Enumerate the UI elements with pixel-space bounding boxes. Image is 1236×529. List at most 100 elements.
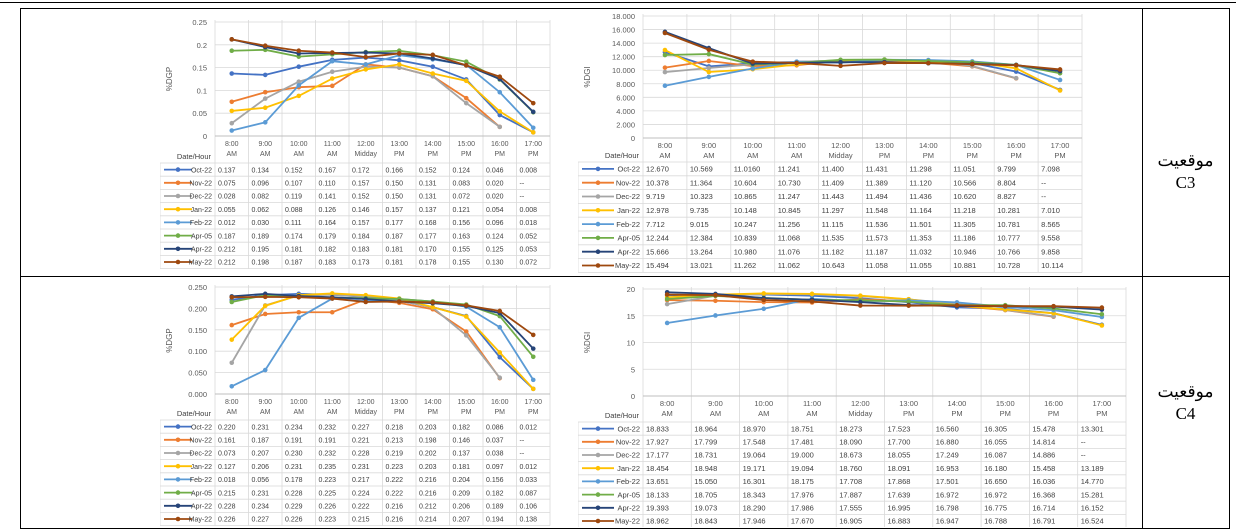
series-line: [231, 298, 501, 379]
table-cell: 0.221: [352, 438, 370, 445]
x-tick-label: PM: [967, 151, 978, 160]
data-point: [229, 337, 235, 342]
series-line: [231, 38, 534, 104]
data-point: [229, 322, 235, 328]
x-tick-label: 10:00: [754, 399, 773, 408]
table-cell: 11.262: [734, 261, 756, 270]
table-cell: 11.548: [866, 206, 888, 215]
legend-marker: [595, 194, 601, 199]
data-point: [662, 30, 668, 36]
table-cell: 10.730: [778, 178, 801, 187]
table-cell: 0.228: [285, 490, 303, 497]
table-cell: 0.206: [252, 464, 270, 471]
legend-marker: [175, 206, 181, 212]
data-point: [463, 314, 469, 319]
table-cell: 18.673: [839, 451, 862, 460]
table-cell: 0.222: [386, 477, 404, 484]
table-cell: 17.887: [839, 490, 862, 499]
y-tick-label: 0: [631, 392, 635, 401]
data-point: [497, 308, 503, 314]
data-point: [530, 100, 536, 106]
table-cell: 0.033: [520, 477, 538, 484]
table-cell: 0.182: [486, 490, 504, 497]
x-tick-label: AM: [227, 409, 238, 416]
x-tick-label: 13:00: [875, 141, 894, 150]
x-tick-label: AM: [703, 151, 714, 160]
table-cell: 0.212: [218, 260, 236, 267]
legend-label: Feb-22: [190, 477, 212, 484]
table-cell: 0.178: [285, 477, 303, 484]
table-cell: 16.036: [1032, 477, 1055, 486]
table-cell: 16.972: [984, 490, 1007, 499]
table-cell: 11.436: [909, 192, 931, 201]
x-tick-label: 10:00: [290, 399, 308, 406]
x-tick-label: PM: [923, 151, 934, 160]
table-cell: --: [520, 451, 525, 458]
data-point: [229, 48, 235, 54]
x-tick-label: 16:00: [491, 399, 509, 406]
table-cell: 11.068: [778, 234, 800, 243]
data-point: [430, 56, 436, 61]
table-cell: 11.062: [778, 261, 800, 270]
y-axis-label: %DGP: [165, 328, 174, 352]
table-cell: 11.443: [822, 192, 844, 201]
table-cell: 11.058: [866, 261, 888, 270]
y-axis-label: %DGI: [583, 66, 592, 87]
table-cell: 16.791: [1032, 517, 1055, 526]
table-cell: 11.297: [822, 206, 844, 215]
table-cell: 0.131: [419, 194, 437, 201]
legend-label: Oct-22: [617, 424, 640, 433]
legend-label: Oct-22: [617, 165, 640, 174]
x-tick-label: 12:00: [831, 141, 850, 150]
table-cell: 0.008: [520, 167, 538, 174]
table-cell: 16.524: [1081, 517, 1104, 526]
x-tick-label: 9:00: [258, 141, 272, 148]
table-cell: 10.620: [953, 192, 976, 201]
table-cell: 11.032: [909, 247, 931, 256]
table-cell: 11.115: [822, 220, 844, 229]
table-cell: 0.182: [453, 424, 471, 431]
table-cell: 0.181: [453, 464, 471, 471]
table-cell: 16.972: [936, 490, 959, 499]
data-point: [969, 61, 975, 67]
legend-marker: [595, 180, 601, 185]
table-cell: 17.249: [936, 451, 959, 460]
table-cell: 18.731: [694, 451, 717, 460]
data-point: [1051, 303, 1056, 309]
table-cell: 17.708: [839, 477, 862, 486]
table-cell: 0.232: [319, 424, 337, 431]
table-cell: 0.166: [386, 167, 404, 174]
table-cell: 0.073: [218, 451, 236, 458]
legend-marker: [595, 166, 601, 172]
chart-c4-dgp: 0.000 0.050 0.100 0.150 0.200 0.250 %DGP Date/H…: [160, 283, 551, 526]
table-cell: 8.827: [997, 192, 1016, 201]
y-tick-label: 0.25: [192, 18, 207, 27]
table-cell: 11.055: [909, 261, 931, 270]
table-cell: 0.198: [252, 260, 270, 267]
table-cell: 10.881: [953, 261, 976, 270]
table-cell: 0.216: [386, 504, 404, 511]
row-label-c3: موقعيت C3: [1142, 150, 1229, 194]
legend-label: Jan-22: [191, 464, 213, 471]
data-point: [463, 78, 469, 84]
data-point: [296, 64, 302, 69]
table-cell: 0.174: [285, 233, 303, 240]
table-cell: 0.172: [352, 167, 370, 174]
data-point: [530, 354, 536, 360]
data-point: [296, 54, 302, 59]
chart-c4-dgi: 05101520%DGIDate/Hour8:00AM9:00AM10:00AM…: [578, 285, 1127, 527]
y-tick-label: 10: [627, 339, 635, 348]
data-point: [713, 292, 718, 298]
legend-marker: [595, 235, 601, 241]
legend-marker: [595, 208, 601, 213]
legend-label: Dec-22: [189, 194, 212, 201]
table-cell: 17.946: [743, 517, 766, 526]
y-tick-label: 0.15: [192, 64, 207, 73]
data-point: [809, 299, 815, 304]
data-point: [296, 83, 302, 88]
x-tick-label: AM: [747, 151, 758, 160]
series-line: [231, 292, 534, 390]
table-cell: 18.055: [888, 451, 911, 460]
table-cell: 19.094: [791, 464, 814, 473]
